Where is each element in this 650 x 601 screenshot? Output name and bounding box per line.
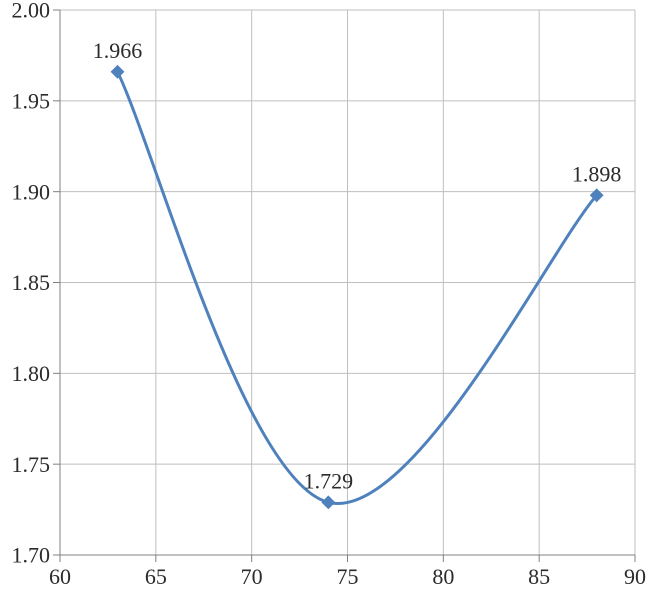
x-tick-label: 90	[624, 564, 646, 589]
y-tick-label: 1.75	[12, 452, 51, 477]
x-tick-label: 70	[241, 564, 263, 589]
data-label: 1.729	[304, 468, 354, 493]
y-tick-label: 2.00	[12, 0, 51, 23]
data-label: 1.966	[93, 38, 143, 63]
chart-svg: 60 65 70 75 80 85 90 1.70 1.75 1.80 1.85 1.90 1.95 2.…	[0, 0, 650, 601]
chart-bg	[0, 0, 650, 601]
y-tick-label: 1.80	[12, 361, 51, 386]
x-tick-label: 80	[432, 564, 454, 589]
x-tick-label: 85	[528, 564, 550, 589]
data-label: 1.898	[572, 161, 622, 186]
y-tick-label: 1.85	[12, 270, 51, 295]
x-tick-label: 75	[337, 564, 359, 589]
y-tick-label: 1.90	[12, 179, 51, 204]
y-tick-label: 1.70	[12, 543, 51, 568]
y-tick-label: 1.95	[12, 89, 51, 114]
x-tick-label: 60	[49, 564, 71, 589]
line-chart: 60 65 70 75 80 85 90 1.70 1.75 1.80 1.85 1.90 1.95 2.…	[0, 0, 650, 601]
x-tick-label: 65	[145, 564, 167, 589]
